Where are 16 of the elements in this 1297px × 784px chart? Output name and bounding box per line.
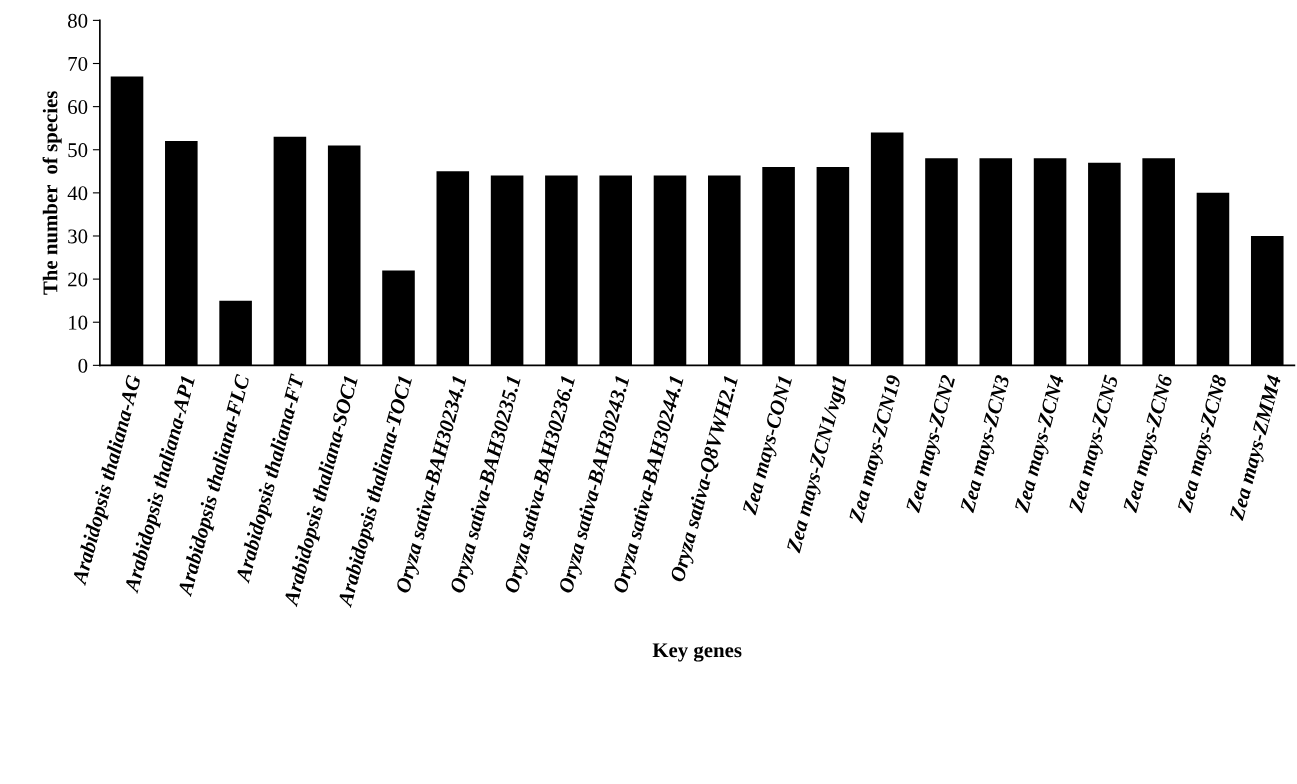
x-tick-label: Zea mays-ZCN3 <box>959 374 1014 515</box>
y-tick-label: 30 <box>68 229 88 244</box>
y-axis-title: The number of species <box>42 91 62 295</box>
x-axis-title: Key genes <box>652 643 742 662</box>
x-tick-label: Zea mays-ZCN4 <box>1014 374 1069 515</box>
y-tick-label: 60 <box>68 100 88 115</box>
y-tick-label: 50 <box>68 143 88 158</box>
y-tick-label: 40 <box>67 186 88 201</box>
y-tick-label: 20 <box>68 272 88 287</box>
x-tick-label: Zea mays-ZCN6 <box>1122 373 1177 515</box>
x-tick-label: Zea mays-ZCN2 <box>905 374 960 515</box>
x-tick-label: Zea mays-ZCN5 <box>1068 374 1123 515</box>
y-tick-label: 0 <box>78 358 88 373</box>
y-tick-label: 10 <box>69 315 88 330</box>
y-tick-label: 70 <box>68 56 88 71</box>
y-tick-label: 80 <box>68 13 88 28</box>
